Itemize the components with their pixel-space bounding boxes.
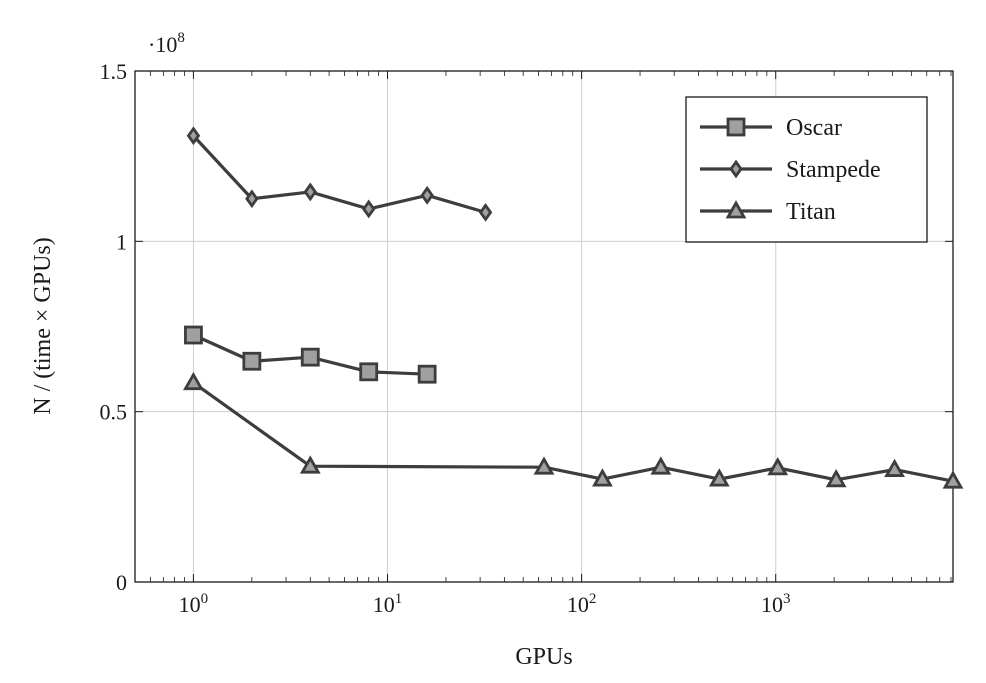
x-tick-label: 101 (373, 591, 403, 617)
data-point (825, 468, 847, 488)
data-point (359, 362, 379, 382)
x-tick-base: 10 (179, 592, 201, 617)
data-point (533, 456, 555, 475)
legend-marker (726, 117, 746, 137)
x-tick-base: 10 (761, 592, 783, 617)
data-point (245, 189, 259, 209)
legend-label: Oscar (786, 115, 842, 141)
legend-entry-oscar: Oscar (700, 115, 842, 141)
data-point (708, 468, 730, 487)
legend-label: Titan (786, 199, 836, 225)
data-point (478, 202, 493, 222)
data-point (303, 182, 318, 202)
data-point (184, 325, 203, 345)
series-line (192, 381, 954, 483)
x-axis-label: GPUs (515, 644, 572, 670)
y-tick-label: 1 (116, 229, 127, 254)
legend-marker (729, 159, 743, 179)
legend-marker (725, 200, 747, 219)
data-point (183, 371, 204, 391)
data-point (767, 457, 789, 476)
legend-entry-titan: Titan (700, 199, 836, 225)
y-multiplier-base: ·10 (148, 32, 177, 57)
legend-entry-stampede: Stampede (700, 157, 881, 183)
series-line (192, 134, 487, 214)
x-tick-base: 10 (373, 592, 395, 617)
data-point (420, 185, 434, 205)
y-tick-label: 0 (116, 570, 127, 595)
series-oscar (184, 325, 437, 384)
series (183, 126, 964, 489)
data-point (417, 364, 437, 384)
data-point (650, 456, 672, 475)
y-tick-label: 1.5 (100, 59, 128, 84)
x-tick-exponent: 2 (589, 591, 597, 607)
series-titan (183, 371, 964, 489)
x-tick-label: 102 (567, 591, 597, 617)
x-tick-exponent: 3 (783, 591, 791, 607)
x-tick-label: 103 (761, 591, 791, 617)
data-point (299, 455, 321, 474)
y-axis-label: N / (time × GPUs) (30, 237, 56, 415)
x-tick-base: 10 (567, 592, 589, 617)
legend-label: Stampede (786, 157, 881, 183)
legend: Oscar Stampede Titan (685, 96, 928, 243)
data-point (592, 468, 613, 487)
x-tick-exponent: 1 (395, 591, 403, 607)
data-point (300, 347, 320, 367)
x-tick-exponent: 0 (201, 591, 209, 607)
data-point (242, 351, 262, 371)
legend-items: Oscar Stampede Titan (700, 115, 881, 225)
data-point (942, 470, 964, 489)
plot-frame (134, 70, 954, 583)
y-tick-label: 0.5 (100, 400, 128, 425)
data-point (884, 458, 905, 477)
x-tick-label: 100 (179, 591, 209, 617)
y-multiplier-exponent: 8 (177, 30, 185, 46)
y-multiplier: ·108 (148, 30, 185, 57)
data-point (186, 126, 201, 146)
data-point (361, 199, 376, 219)
series-stampede (186, 126, 493, 222)
